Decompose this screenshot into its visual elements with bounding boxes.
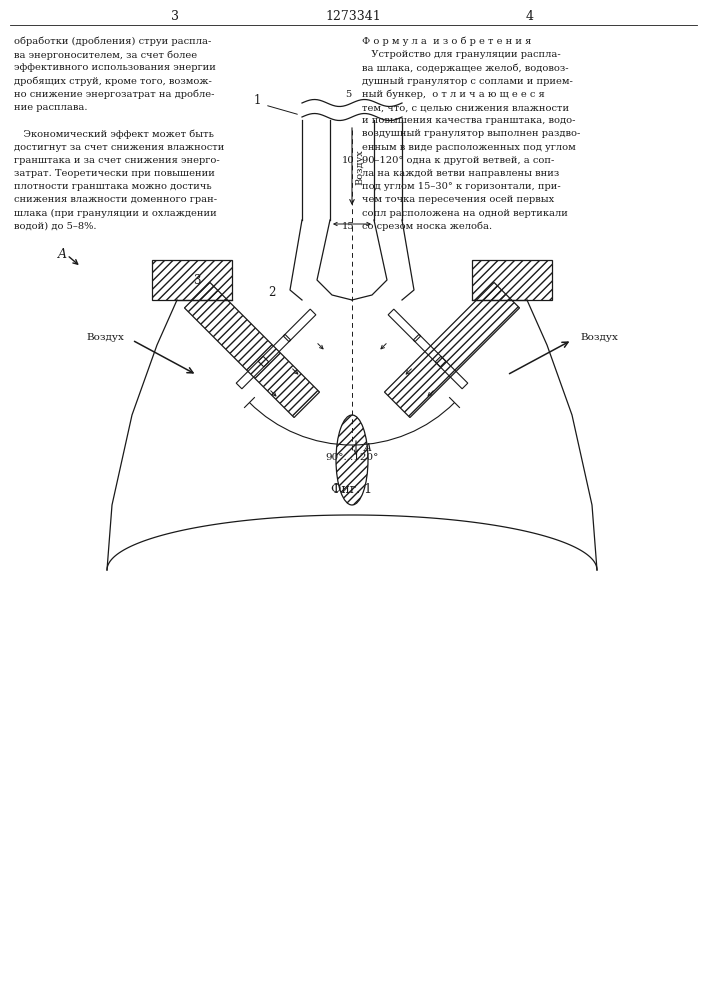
Text: сопл расположена на одной вертикали: сопл расположена на одной вертикали xyxy=(362,209,568,218)
Text: Воздух: Воздух xyxy=(86,332,124,342)
Text: A: A xyxy=(57,248,66,261)
Text: дробящих струй, кроме того, возмож-: дробящих струй, кроме того, возмож- xyxy=(14,77,212,86)
Text: затрат. Теоретически при повышении: затрат. Теоретически при повышении xyxy=(14,169,215,178)
Text: 4: 4 xyxy=(526,10,534,23)
Text: 1273341: 1273341 xyxy=(325,10,381,23)
Text: Ф о р м у л а  и з о б р е т е н и я: Ф о р м у л а и з о б р е т е н и я xyxy=(362,37,532,46)
Text: под углом 15–30° к горизонтали, при-: под углом 15–30° к горизонтали, при- xyxy=(362,182,561,191)
Text: тем, что, с целью снижения влажности: тем, что, с целью снижения влажности xyxy=(362,103,569,112)
Text: 90–120° одна к другой ветвей, а соп-: 90–120° одна к другой ветвей, а соп- xyxy=(362,156,554,165)
Text: 90°...120°: 90°...120° xyxy=(325,453,379,462)
Text: шлака (при грануляции и охлаждении: шлака (при грануляции и охлаждении xyxy=(14,209,217,218)
Text: енным в виде расположенных под углом: енным в виде расположенных под углом xyxy=(362,143,575,152)
Text: ние расплава.: ние расплава. xyxy=(14,103,88,112)
Text: 15: 15 xyxy=(341,222,354,231)
Text: ва шлака, содержащее желоб, водовоз-: ва шлака, содержащее желоб, водовоз- xyxy=(362,63,568,73)
Text: 5: 5 xyxy=(345,90,351,99)
Text: ный бункер,  о т л и ч а ю щ е е с я: ный бункер, о т л и ч а ю щ е е с я xyxy=(362,90,545,99)
Text: A: A xyxy=(364,443,372,453)
Text: плотности гранштака можно достичь: плотности гранштака можно достичь xyxy=(14,182,211,191)
Text: душный гранулятор с соплами и прием-: душный гранулятор с соплами и прием- xyxy=(362,77,573,86)
Text: 10: 10 xyxy=(341,156,354,165)
Text: Экономический эффект может быть: Экономический эффект может быть xyxy=(14,129,214,139)
Text: Фиг. 1: Фиг. 1 xyxy=(332,483,373,496)
Text: водой) до 5–8%.: водой) до 5–8%. xyxy=(14,222,96,231)
Text: но снижение энергозатрат на дробле-: но снижение энергозатрат на дробле- xyxy=(14,90,214,99)
Text: Воздух: Воздух xyxy=(355,150,364,185)
Text: Воздух: Воздух xyxy=(580,332,618,342)
Text: Устройство для грануляции расплa-: Устройство для грануляции расплa- xyxy=(362,50,561,59)
Text: воздушный гранулятор выполнен раздво-: воздушный гранулятор выполнен раздво- xyxy=(362,129,580,138)
Text: эффективного использования энергии: эффективного использования энергии xyxy=(14,63,216,72)
Text: снижения влажности доменного гран-: снижения влажности доменного гран- xyxy=(14,195,217,204)
Text: гранштака и за счет снижения энерго-: гранштака и за счет снижения энерго- xyxy=(14,156,220,165)
Text: 1: 1 xyxy=(253,94,261,106)
Text: 2: 2 xyxy=(269,286,276,298)
Text: чем точка пересечения осей первых: чем точка пересечения осей первых xyxy=(362,195,554,204)
Text: ла на каждой ветви направлены вниз: ла на каждой ветви направлены вниз xyxy=(362,169,559,178)
Text: ва энергоносителем, за счет более: ва энергоносителем, за счет более xyxy=(14,50,197,60)
Text: 3: 3 xyxy=(193,273,201,286)
Text: обработки (дробления) струи расплa-: обработки (дробления) струи расплa- xyxy=(14,37,211,46)
Text: достигнут за счет снижения влажности: достигнут за счет снижения влажности xyxy=(14,143,224,152)
Text: 3: 3 xyxy=(171,10,179,23)
Text: и повышения качества гранштака, водо-: и повышения качества гранштака, водо- xyxy=(362,116,575,125)
Text: со срезом носка желоба.: со срезом носка желоба. xyxy=(362,222,492,231)
